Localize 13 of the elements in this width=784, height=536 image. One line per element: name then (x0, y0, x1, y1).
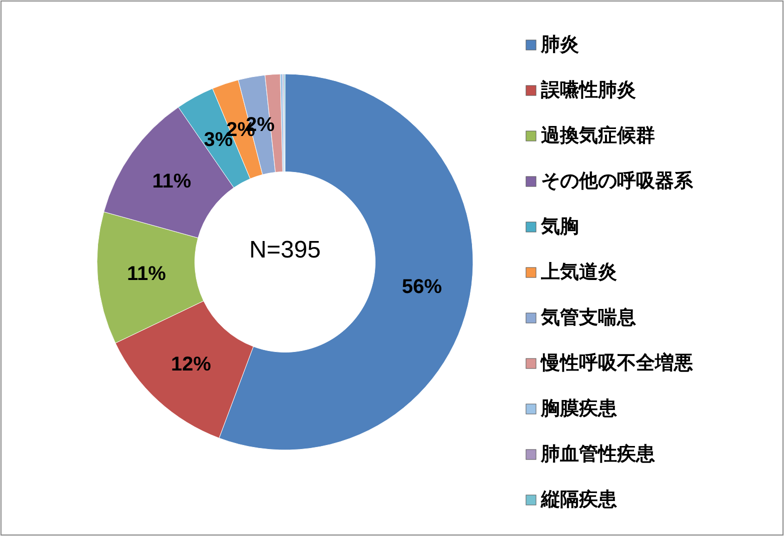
legend-label: 気管支喘息 (540, 306, 636, 328)
data-label: 56% (402, 276, 442, 298)
legend-label: 気胸 (540, 216, 579, 238)
legend-label: 肺炎 (540, 34, 579, 56)
data-label: 12% (171, 354, 212, 376)
legend-label: 上気道炎 (540, 261, 617, 283)
legend-label: 誤嚥性肺炎 (540, 79, 636, 101)
legend-label: 胸膜疾患 (540, 398, 618, 420)
legend-label: 肺血管性疾患 (540, 443, 656, 465)
text: N=395 (249, 236, 321, 264)
legend-label: 縦隔疾患 (540, 488, 618, 510)
data-label: 11% (126, 263, 166, 286)
data-label: 11% (152, 170, 192, 192)
